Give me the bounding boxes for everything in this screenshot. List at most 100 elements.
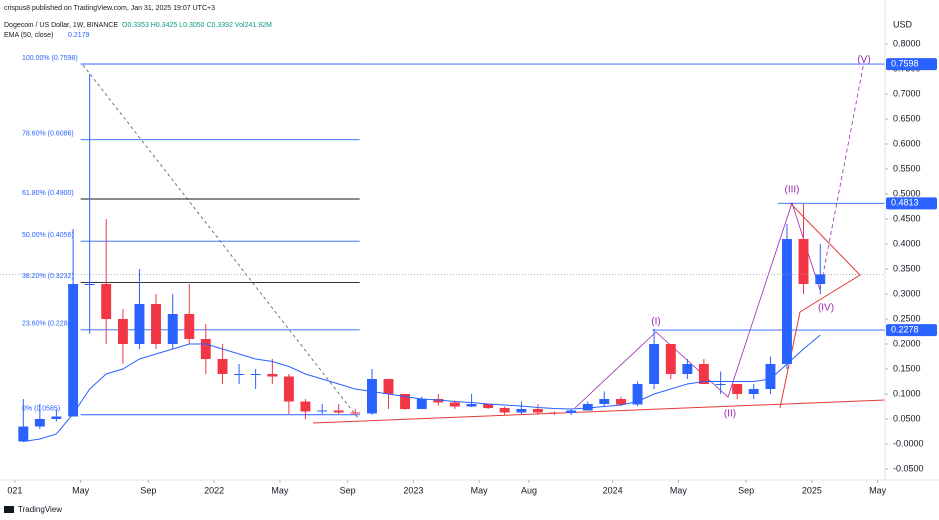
y-tick-label: 0.1000: [893, 388, 921, 398]
support-line: [312, 399, 886, 424]
x-tick-label: May: [670, 485, 688, 495]
x-tick-label: May: [471, 485, 489, 495]
y-tick-label: 0.6000: [893, 138, 921, 148]
fib-label: 61.80% (0.4900): [22, 190, 74, 197]
indicator-value: 0.2179: [68, 32, 90, 39]
candle-body: [367, 379, 377, 414]
chart-title: Dogecoin / US Dollar, 1W, BINANCE: [4, 22, 118, 29]
y-tick-label: 0.7000: [893, 88, 921, 98]
y-tick-label: 0.1500: [893, 363, 921, 373]
candle-body: [798, 239, 809, 284]
candle-body: [184, 314, 195, 339]
wave-label: (II): [724, 409, 736, 420]
candle-body: [400, 394, 411, 409]
elliott-wave: [574, 201, 821, 409]
candle-body: [599, 399, 610, 404]
x-tick-label: 2025: [802, 485, 822, 495]
candle-body: [350, 412, 361, 414]
y-tick-label: 0.3000: [893, 288, 921, 298]
candle-body: [582, 404, 593, 411]
candle-body: [449, 402, 460, 407]
wave-label: (III): [785, 185, 800, 196]
price-label-box: [886, 58, 937, 71]
y-tick-label: 0.4500: [893, 213, 921, 223]
y-tick-label: 0.5000: [893, 188, 921, 198]
y-tick-label: 0.4000: [893, 238, 921, 248]
x-tick-label: 2022: [204, 485, 224, 495]
fib-label: 100.00% (0.7598): [22, 55, 78, 62]
x-tick-label: May: [271, 485, 289, 495]
price-label: 0.4813: [891, 198, 919, 208]
candle-body: [782, 239, 792, 364]
candle-body: [483, 404, 494, 408]
y-tick-label: 0.0500: [893, 413, 921, 423]
price-label-box: [886, 324, 937, 337]
candle-body: [732, 384, 743, 394]
candle-body: [416, 399, 427, 409]
candle-body: [566, 410, 577, 413]
y-tick-label: 0.2500: [893, 313, 921, 323]
elliott-wave-projection: [819, 61, 865, 291]
price-label: 0.2278: [891, 324, 919, 334]
candle-body: [466, 404, 477, 407]
plot-area: (I) (II) (III) (IV) (V) 100.00% (0.7598)…: [0, 55, 886, 442]
y-tick-label: 0.2000: [893, 338, 921, 348]
logo: [4, 506, 14, 513]
y-tick-label: 0.5500: [893, 163, 921, 173]
fib-label: 78.60% (0.6086): [22, 131, 74, 138]
candle-body: [300, 401, 311, 412]
candle-body: [383, 379, 394, 394]
fib-label: 50.00% (0.4056): [22, 232, 74, 239]
ema-line: [23, 334, 821, 442]
candle-body: [51, 416, 62, 419]
axis-unit: USD: [893, 19, 913, 29]
candle-body: [18, 426, 29, 442]
candle-body: [333, 410, 344, 413]
candle-body: [234, 374, 245, 375]
price-label-box: [886, 197, 937, 210]
x-tick-label: Sep: [140, 485, 156, 495]
publisher: crispus8 published on TradingView.com, J…: [4, 5, 215, 12]
candle-body: [748, 389, 759, 394]
candle-body: [250, 374, 261, 375]
y-tick-label: 0.6500: [893, 113, 921, 123]
x-tick-label: May: [869, 485, 887, 495]
candle-body: [698, 364, 709, 384]
candle-body: [433, 399, 444, 403]
candle-body: [217, 359, 228, 374]
candle-body: [715, 384, 726, 385]
candle-body: [665, 344, 676, 374]
candle-body: [532, 409, 543, 413]
candle-body: [200, 339, 211, 359]
x-tick-label: 2023: [403, 485, 423, 495]
indicator: EMA (50, close): [4, 32, 53, 39]
triangle: [789, 202, 861, 313]
candle-body: [84, 284, 95, 285]
candle-body: [267, 374, 278, 377]
candle-body: [616, 399, 626, 405]
candle-body: [101, 284, 112, 319]
x-tick-label: 021: [7, 485, 22, 495]
candle-body: [167, 314, 178, 344]
price-label: 0.7598: [891, 58, 919, 68]
candle-body: [283, 376, 294, 402]
candle-body: [34, 419, 45, 427]
fib-label: 23.60% (0.2284): [22, 321, 74, 328]
candle-body: [317, 410, 328, 412]
candle-body: [815, 274, 826, 284]
candle-body: [68, 284, 79, 417]
candle-body: [549, 412, 560, 414]
x-tick-label: May: [72, 485, 90, 495]
x-tick-label: Sep: [738, 485, 754, 495]
fib-label: 0% (0.0585): [22, 406, 60, 413]
x-tick-label: Aug: [521, 485, 537, 495]
brand: TradingView: [18, 505, 62, 514]
fib-label: 38.20% (0.3232): [22, 273, 74, 280]
ohlc: O0.3353 H0.3425 L0.3050 C0.3392 Vol241.9…: [122, 22, 272, 29]
y-tick-label: 0.8000: [893, 38, 921, 48]
candle-body: [516, 409, 527, 413]
candle-body: [632, 384, 643, 405]
candle-body: [649, 344, 660, 384]
